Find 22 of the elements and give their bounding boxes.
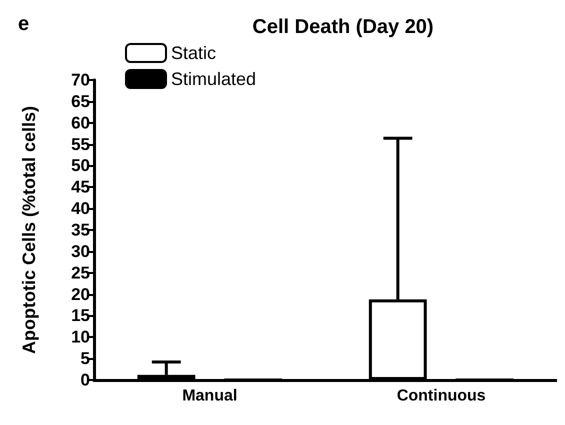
y-tick-label: 5 — [80, 349, 90, 368]
y-axis-title: Apoptotic Cells (%total cells) — [19, 106, 39, 354]
y-tick-label: 0 — [80, 370, 90, 390]
legend-label: Static — [171, 43, 216, 63]
y-tick-label: 15 — [71, 306, 90, 326]
y-tick-label: 25 — [71, 263, 90, 282]
y-tick-label: 10 — [71, 328, 90, 347]
x-tick-label: Continuous — [396, 388, 486, 404]
x-tick-label: Manual — [182, 388, 238, 404]
y-tick-label: 50 — [71, 156, 90, 176]
y-tick-label: 70 — [71, 70, 90, 90]
y-tick-label: 55 — [71, 134, 90, 154]
y-tick-label: 35 — [71, 220, 90, 240]
y-tick-label: 60 — [71, 113, 90, 132]
chart-title: Cell Death (Day 20) — [252, 16, 434, 38]
text: e — [18, 13, 30, 35]
legend-label: Stimulated — [171, 69, 256, 89]
y-tick-label: 45 — [71, 178, 90, 197]
y-tick-label: 30 — [71, 242, 90, 261]
y-tick-label: 65 — [71, 92, 90, 111]
y-tick-label: 40 — [71, 199, 90, 218]
y-tick-label: 20 — [71, 284, 90, 304]
